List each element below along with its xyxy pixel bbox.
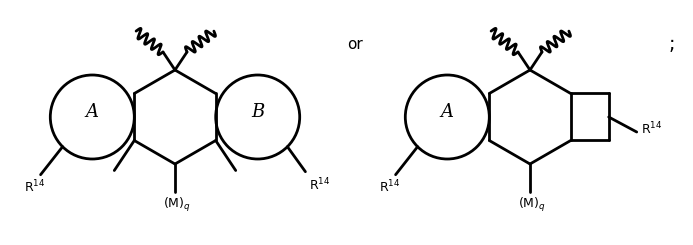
Text: A: A [441, 103, 454, 121]
Text: (M)$_q$: (M)$_q$ [163, 196, 191, 214]
Text: or: or [347, 37, 363, 52]
Text: B: B [251, 103, 264, 121]
Text: R$^{14}$: R$^{14}$ [379, 179, 401, 195]
Text: R$^{14}$: R$^{14}$ [309, 177, 331, 193]
Text: A: A [86, 103, 99, 121]
Text: ;: ; [669, 36, 675, 54]
Text: R$^{14}$: R$^{14}$ [641, 121, 662, 137]
Text: R$^{14}$: R$^{14}$ [24, 179, 45, 195]
Text: (M)$_q$: (M)$_q$ [518, 196, 546, 214]
